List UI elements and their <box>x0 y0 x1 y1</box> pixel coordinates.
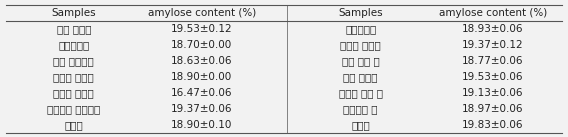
Text: 19.53±0.12: 19.53±0.12 <box>171 24 232 34</box>
Text: 철원 오대쌍: 철원 오대쌍 <box>57 24 91 34</box>
Text: 안성맞춸 쌍: 안성맞춸 쌍 <box>344 104 378 114</box>
Text: 18.93±0.06: 18.93±0.06 <box>462 24 524 34</box>
Text: 18.77±0.06: 18.77±0.06 <box>462 56 524 66</box>
Text: 이천쌍: 이천쌍 <box>64 120 83 130</box>
Text: amylose content (%): amylose content (%) <box>148 8 256 18</box>
Text: Samples: Samples <box>339 8 383 18</box>
Text: 19.37±0.12: 19.37±0.12 <box>462 40 524 50</box>
Text: 19.37±0.06: 19.37±0.06 <box>171 104 232 114</box>
Text: 큰들쌍: 큰들쌍 <box>351 120 370 130</box>
Text: 백옥 유기농쌍: 백옥 유기농쌍 <box>53 56 94 66</box>
Text: 이산 맑은 쌍: 이산 맑은 쌍 <box>342 56 379 66</box>
Text: 16.47±0.06: 16.47±0.06 <box>171 88 232 98</box>
Text: 두물머리 상수원쌍: 두물머리 상수원쌍 <box>47 104 101 114</box>
Text: 18.63±0.06: 18.63±0.06 <box>171 56 232 66</box>
Text: 생거진천쌍: 생거진천쌍 <box>345 24 377 34</box>
Text: 한눈에 반한 쌍: 한눈에 반한 쌍 <box>339 88 383 98</box>
Text: 옷골진 알찬미: 옷골진 알찬미 <box>340 40 381 50</box>
Text: 18.70±0.00: 18.70±0.00 <box>171 40 232 50</box>
Text: 18.90±0.10: 18.90±0.10 <box>171 120 232 130</box>
Text: 고시히카리: 고시히카리 <box>58 40 90 50</box>
Text: 19.13±0.06: 19.13±0.06 <box>462 88 524 98</box>
Text: 단아미 여주쌍: 단아미 여주쌍 <box>53 72 94 82</box>
Text: 유기농 오리쌍: 유기농 오리쌍 <box>53 88 94 98</box>
Text: 18.97±0.06: 18.97±0.06 <box>462 104 524 114</box>
Text: 18.90±0.00: 18.90±0.00 <box>171 72 232 82</box>
Text: Samples: Samples <box>52 8 96 18</box>
Text: amylose content (%): amylose content (%) <box>439 8 547 18</box>
Text: 여보 사랑해: 여보 사랑해 <box>344 72 378 82</box>
Text: 19.83±0.06: 19.83±0.06 <box>462 120 524 130</box>
Text: 19.53±0.06: 19.53±0.06 <box>462 72 524 82</box>
